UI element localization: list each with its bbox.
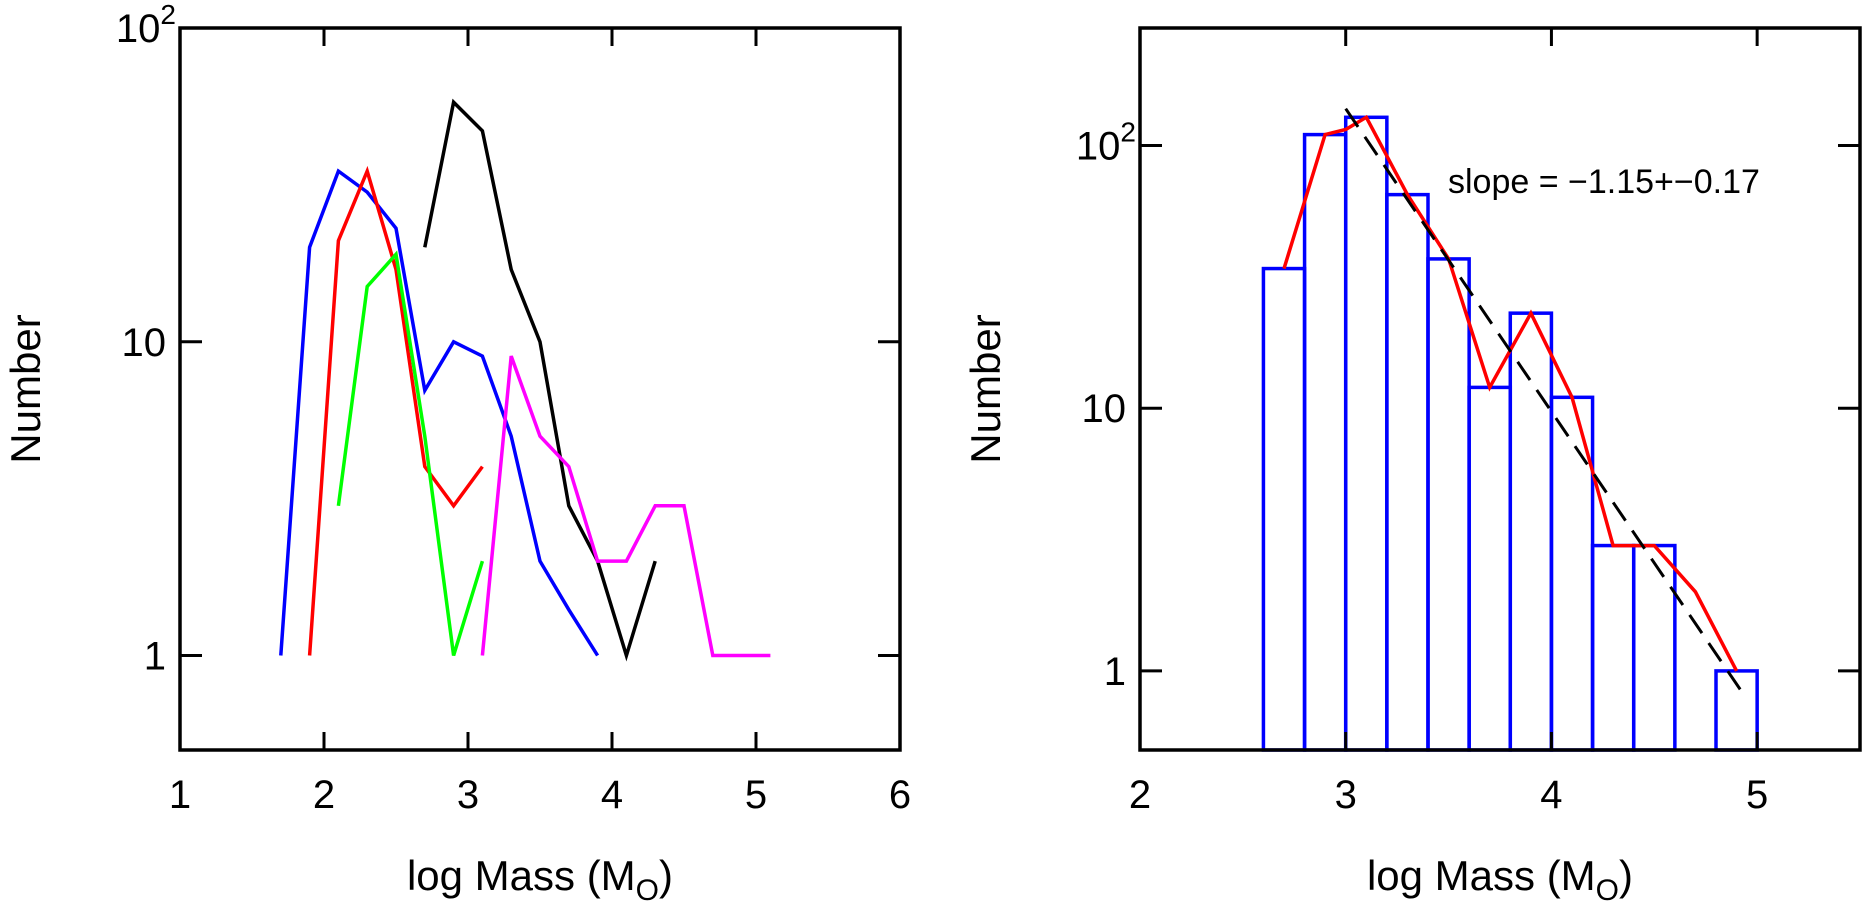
histogram-bar bbox=[1467, 385, 1513, 752]
histogram-bar bbox=[1343, 115, 1389, 752]
plot-frame bbox=[1138, 26, 1862, 752]
x-tick-label: 3 bbox=[457, 773, 479, 817]
y-tick-label: 1 bbox=[144, 635, 166, 679]
y-tick-label: 102 bbox=[116, 0, 176, 51]
series-line-1 bbox=[279, 168, 600, 657]
histogram-bar bbox=[1385, 192, 1430, 752]
slope-annotation: slope = −1.15+−0.17 bbox=[1448, 163, 1760, 201]
series-line-3 bbox=[336, 250, 485, 657]
y-tick-label: 10 bbox=[1082, 387, 1127, 431]
fit-line bbox=[1344, 107, 1749, 701]
right-panel: 2 3 4 5 1 10 102 log Mass (MO) Number slope = −1.… bbox=[962, 26, 1862, 903]
series-line-5 bbox=[480, 355, 771, 658]
smoothed-line bbox=[1282, 114, 1739, 672]
histogram-bar bbox=[1631, 543, 1677, 752]
y-tick-label: 102 bbox=[1076, 116, 1136, 168]
histogram-bar bbox=[1302, 132, 1348, 752]
y-tick-label: 1 bbox=[1104, 650, 1126, 694]
x-tick-label: 5 bbox=[745, 773, 767, 817]
histogram-bar bbox=[1590, 543, 1636, 752]
plot-frame bbox=[178, 26, 902, 752]
x-tick-label: 2 bbox=[1129, 773, 1151, 817]
left-panel: 1 2 3 4 5 6 1 10 102 log Mass (MO) Number bbox=[2, 0, 911, 903]
x-tick-label: 3 bbox=[1335, 773, 1357, 817]
histogram-bar bbox=[1261, 266, 1307, 752]
histogram-bar bbox=[1426, 257, 1471, 752]
x-tick-label: 4 bbox=[1540, 773, 1562, 817]
x-tick-label: 6 bbox=[889, 773, 911, 817]
y-tick-label: 10 bbox=[122, 321, 167, 365]
x-tick-label: 4 bbox=[601, 773, 623, 817]
x-tick-label: 5 bbox=[1746, 773, 1768, 817]
x-axis-title: log Mass (MO) bbox=[407, 852, 673, 903]
y-axis-title: Number bbox=[962, 314, 1009, 463]
y-axis-title: Number bbox=[2, 314, 49, 463]
series-line-4 bbox=[423, 98, 657, 662]
series-line-2 bbox=[307, 165, 484, 656]
x-tick-label: 1 bbox=[169, 773, 191, 817]
x-tick-label: 2 bbox=[313, 773, 335, 817]
x-axis-title: log Mass (MO) bbox=[1367, 852, 1633, 903]
